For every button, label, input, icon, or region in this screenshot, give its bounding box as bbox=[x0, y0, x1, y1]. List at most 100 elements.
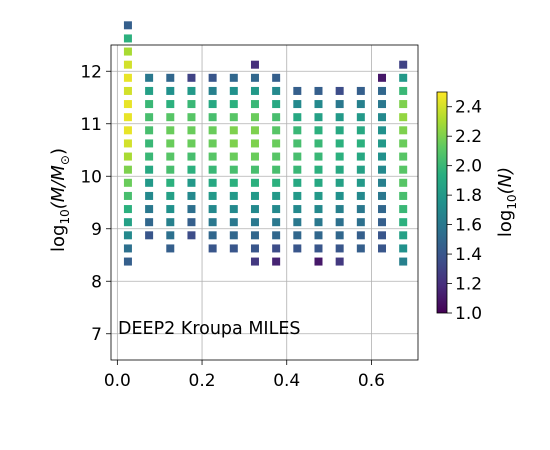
colorbar-label-rest: (N) bbox=[495, 167, 516, 195]
heatmap-cell bbox=[229, 165, 238, 174]
heatmap-cell bbox=[314, 165, 323, 174]
heatmap-cell bbox=[250, 244, 259, 253]
heatmap-cell bbox=[378, 231, 387, 240]
heatmap-cell bbox=[356, 139, 365, 148]
heatmap-cell bbox=[293, 86, 302, 95]
heatmap-cell bbox=[145, 191, 154, 200]
heatmap-cell bbox=[208, 86, 217, 95]
heatmap-cell bbox=[399, 257, 408, 266]
heatmap-cell bbox=[272, 218, 281, 227]
y-tick-label: 7 bbox=[91, 325, 102, 345]
heatmap-cell bbox=[250, 126, 259, 135]
heatmap-cell bbox=[335, 231, 344, 240]
heatmap-cell bbox=[378, 86, 387, 95]
heatmap-cell bbox=[272, 191, 281, 200]
heatmap-cell bbox=[335, 126, 344, 135]
x-axis: 0.0 0.2 0.4 0.6 bbox=[104, 360, 385, 391]
heatmap-cell bbox=[378, 139, 387, 148]
heatmap-cell bbox=[272, 205, 281, 214]
heatmap-cell bbox=[208, 191, 217, 200]
heatmap-cell bbox=[166, 139, 175, 148]
heatmap-cell bbox=[399, 191, 408, 200]
heatmap-cell bbox=[229, 139, 238, 148]
heatmap-cell bbox=[145, 178, 154, 187]
heatmap-cell bbox=[208, 73, 217, 82]
heatmap-cell bbox=[335, 113, 344, 122]
heatmap-cell bbox=[335, 205, 344, 214]
heatmap-cell bbox=[356, 191, 365, 200]
colorbar: 1.0 1.2 1.4 1.6 1.8 2.0 2.2 2.4 log10(N) bbox=[436, 91, 519, 324]
y-tick-label: 12 bbox=[80, 62, 102, 82]
heatmap-cell bbox=[272, 86, 281, 95]
heatmap-cell bbox=[250, 231, 259, 240]
y-tick-label: 8 bbox=[91, 272, 102, 292]
heatmap-cell bbox=[229, 205, 238, 214]
heatmap-cell bbox=[399, 86, 408, 95]
heatmap-cell bbox=[208, 231, 217, 240]
heatmap-cell bbox=[293, 191, 302, 200]
heatmap-cell bbox=[378, 73, 387, 82]
heatmap-cell bbox=[166, 178, 175, 187]
heatmap-cell bbox=[293, 165, 302, 174]
heatmap-cell bbox=[208, 218, 217, 227]
heatmap-cell bbox=[208, 178, 217, 187]
heatmap-cell bbox=[399, 113, 408, 122]
heatmap-cell bbox=[187, 73, 196, 82]
heatmap-cell bbox=[187, 152, 196, 161]
heatmap-cell bbox=[250, 218, 259, 227]
heatmap-cell bbox=[378, 218, 387, 227]
heatmap-cell bbox=[145, 165, 154, 174]
heatmap-cell bbox=[314, 86, 323, 95]
heatmap-cell bbox=[314, 244, 323, 253]
heatmap-cell bbox=[123, 244, 132, 253]
heatmap-cell bbox=[335, 86, 344, 95]
heatmap-cell bbox=[187, 205, 196, 214]
heatmap-cell bbox=[272, 231, 281, 240]
heatmap-cell bbox=[335, 257, 344, 266]
heatmap-cell bbox=[335, 152, 344, 161]
heatmap-cell bbox=[166, 152, 175, 161]
heatmap-cell bbox=[378, 100, 387, 109]
heatmap-cell bbox=[229, 178, 238, 187]
heatmap-cell bbox=[399, 178, 408, 187]
heatmap-cell bbox=[208, 244, 217, 253]
heatmap-cell bbox=[356, 100, 365, 109]
heatmap-cell bbox=[356, 178, 365, 187]
heatmap-cell bbox=[123, 34, 132, 43]
heatmap-cell bbox=[378, 205, 387, 214]
heatmap-cell bbox=[314, 126, 323, 135]
heatmap-cell bbox=[272, 257, 281, 266]
heatmap-cell bbox=[123, 218, 132, 227]
heatmap-cell bbox=[335, 244, 344, 253]
heatmap-cell bbox=[187, 139, 196, 148]
heatmap-cell bbox=[356, 113, 365, 122]
heatmap-cell bbox=[166, 218, 175, 227]
heatmap-cell bbox=[314, 205, 323, 214]
heatmap-cell bbox=[145, 73, 154, 82]
heatmap-cell bbox=[272, 126, 281, 135]
heatmap-cell bbox=[378, 152, 387, 161]
heatmap-cell bbox=[314, 231, 323, 240]
colorbar-tick-label: 1.8 bbox=[455, 186, 482, 206]
heatmap-cell bbox=[229, 100, 238, 109]
colorbar-label-log: log bbox=[495, 210, 516, 237]
heatmap-cell bbox=[399, 165, 408, 174]
heatmap-cell bbox=[123, 60, 132, 69]
heatmap-cell bbox=[166, 113, 175, 122]
heatmap-cell bbox=[123, 113, 132, 122]
heatmap-cell bbox=[229, 126, 238, 135]
heatmap-cell bbox=[123, 86, 132, 95]
heatmap-cell bbox=[166, 86, 175, 95]
heatmap-cell bbox=[229, 86, 238, 95]
heatmap-cell bbox=[208, 113, 217, 122]
heatmap-cell bbox=[145, 218, 154, 227]
heatmap-cell bbox=[314, 139, 323, 148]
heatmap-cell bbox=[145, 231, 154, 240]
heatmap-cell bbox=[293, 139, 302, 148]
heatmap-cell bbox=[187, 191, 196, 200]
heatmap-cell bbox=[293, 244, 302, 253]
y-axis-label-sun: ⊙ bbox=[58, 155, 72, 165]
heatmap-cell bbox=[250, 152, 259, 161]
heatmap-cell bbox=[123, 21, 132, 30]
